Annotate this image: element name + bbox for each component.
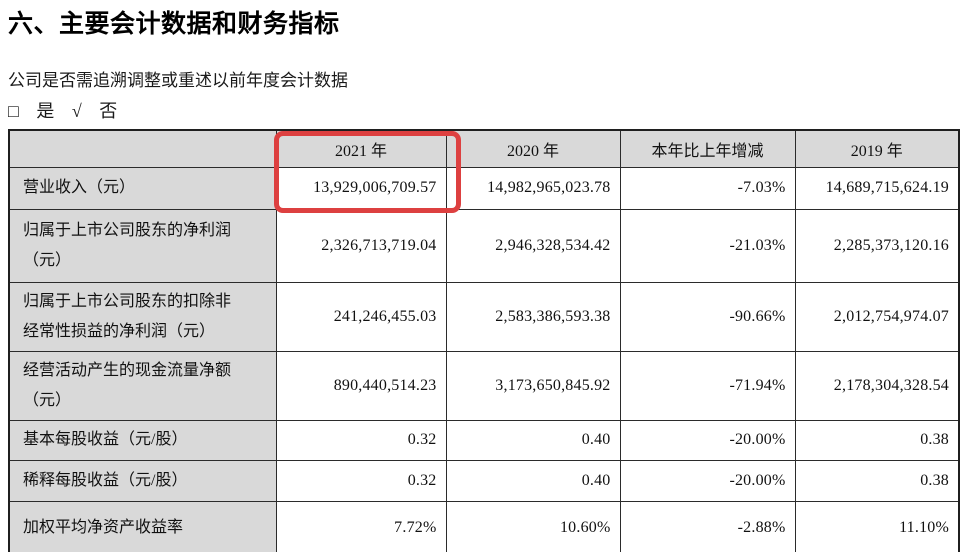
cell-value: 0.32 xyxy=(275,419,447,461)
cell-value: 7.72% xyxy=(275,500,447,552)
header-yoy-change: 本年比上年增减 xyxy=(619,129,796,168)
cell-value: 2,178,304,328.54 xyxy=(794,350,960,421)
row-label: 归属于上市公司股东的扣除非 经常性损益的净利润（元） xyxy=(8,281,277,352)
row-label: 营业收入（元） xyxy=(8,166,277,210)
cell-value: 2,946,328,534.42 xyxy=(445,208,621,283)
cell-value: 890,440,514.23 xyxy=(275,350,447,421)
cell-value: -20.00% xyxy=(619,459,796,502)
table-row-diluted-eps: 稀释每股收益（元/股） 0.32 0.40 -20.00% 0.38 xyxy=(8,459,960,502)
cell-value: 241,246,455.03 xyxy=(275,281,447,352)
table-row-basic-eps: 基本每股收益（元/股） 0.32 0.40 -20.00% 0.38 xyxy=(8,419,960,461)
restatement-question-text: 公司是否需追溯调整或重述以前年度会计数据 xyxy=(8,71,348,90)
cell-value: 0.38 xyxy=(794,459,960,502)
cell-value: -71.94% xyxy=(619,350,796,421)
table-row-operating-cash-flow: 经营活动产生的现金流量净额 （元） 890,440,514.23 3,173,6… xyxy=(8,350,960,421)
cell-value: 14,689,715,624.19 xyxy=(794,166,960,210)
cell-value: -20.00% xyxy=(619,419,796,461)
header-year-2021: 2021 年 xyxy=(275,129,447,168)
row-label: 基本每股收益（元/股） xyxy=(8,419,277,461)
cell-value: 2,326,713,719.04 xyxy=(275,208,447,283)
cell-value: 3,173,650,845.92 xyxy=(445,350,621,421)
cell-value: 0.38 xyxy=(794,419,960,461)
table-header-row: 2021 年 2020 年 本年比上年增减 2019 年 xyxy=(8,129,960,168)
cell-value: 2,012,754,974.07 xyxy=(794,281,960,352)
cell-value: -2.88% xyxy=(619,500,796,552)
cell-value: 0.40 xyxy=(445,459,621,502)
yes-no-checkbox-line: □ 是 √ 否 xyxy=(8,97,130,123)
row-label: 稀释每股收益（元/股） xyxy=(8,459,277,502)
no-label: 否 xyxy=(99,101,118,121)
cell-value: -7.03% xyxy=(619,166,796,210)
cell-value: 10.60% xyxy=(445,500,621,552)
cell-value: 14,982,965,023.78 xyxy=(445,166,621,210)
section-title: 六、主要会计数据和财务指标 xyxy=(8,10,340,38)
cell-value: 2,285,373,120.16 xyxy=(794,208,960,283)
header-year-2019: 2019 年 xyxy=(794,129,960,168)
table-row-net-profit-excl-nonrecurring: 归属于上市公司股东的扣除非 经常性损益的净利润（元） 241,246,455.0… xyxy=(8,281,960,352)
header-indicator-blank xyxy=(8,129,277,168)
cell-value: 0.40 xyxy=(445,419,621,461)
header-year-2020: 2020 年 xyxy=(445,129,621,168)
row-label: 加权平均净资产收益率 xyxy=(8,500,277,552)
cell-value: 0.32 xyxy=(275,459,447,502)
financial-table-container: 2021 年 2020 年 本年比上年增减 2019 年 营业收入（元） 13,… xyxy=(8,129,960,552)
table-row-weighted-avg-roe: 加权平均净资产收益率 7.72% 10.60% -2.88% 11.10% xyxy=(8,500,960,552)
row-label: 归属于上市公司股东的净利润 （元） xyxy=(8,208,277,283)
row-label: 经营活动产生的现金流量净额 （元） xyxy=(8,350,277,421)
cell-value: 13,929,006,709.57 xyxy=(275,166,447,210)
table-row-revenue: 营业收入（元） 13,929,006,709.57 14,982,965,023… xyxy=(8,166,960,210)
cell-value: -90.66% xyxy=(619,281,796,352)
cell-value: 11.10% xyxy=(794,500,960,552)
checkbox-unchecked-icon: □ xyxy=(8,101,19,121)
cell-value: -21.03% xyxy=(619,208,796,283)
yes-label: 是 xyxy=(36,101,55,121)
financial-indicators-table: 2021 年 2020 年 本年比上年增减 2019 年 营业收入（元） 13,… xyxy=(8,129,960,552)
cell-value: 2,583,386,593.38 xyxy=(445,281,621,352)
check-mark-icon: √ xyxy=(71,101,82,121)
table-row-net-profit: 归属于上市公司股东的净利润 （元） 2,326,713,719.04 2,946… xyxy=(8,208,960,283)
